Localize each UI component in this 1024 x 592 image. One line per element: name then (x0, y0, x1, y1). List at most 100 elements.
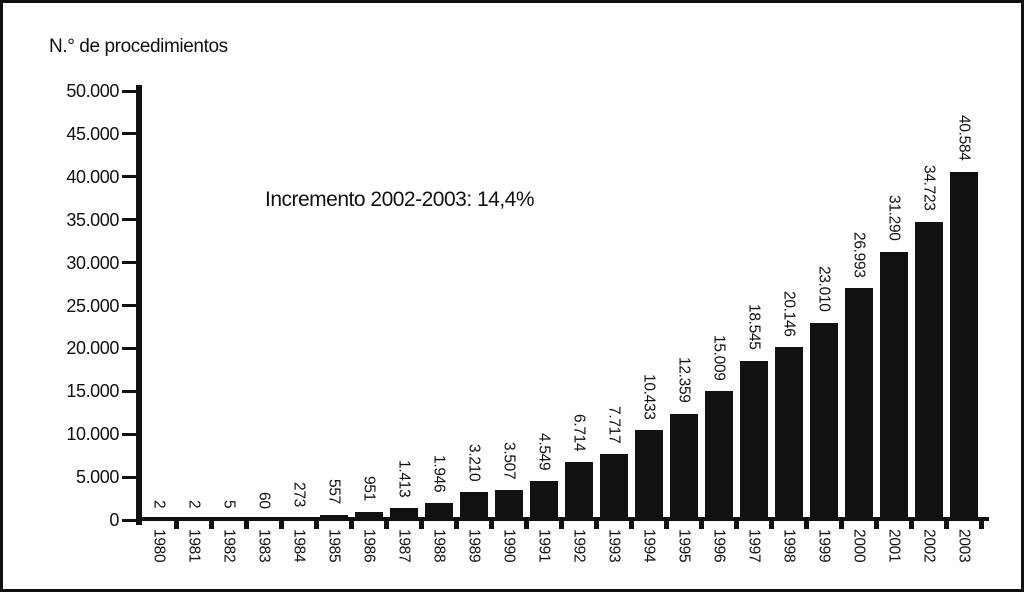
y-tick-5.000 (122, 475, 137, 479)
year-label-2003: 2003 (955, 529, 973, 563)
y-tick-label-0: 0 (109, 510, 119, 530)
year-label-1992: 1992 (570, 529, 588, 563)
y-tick-label-40.000: 40.000 (66, 166, 119, 187)
bar-value-2000: 26.993 (850, 231, 868, 278)
x-tick-1983 (278, 521, 284, 529)
y-tick-label-10.000: 10.000 (66, 424, 119, 445)
x-tick-1989 (488, 521, 494, 529)
x-tick-1995 (698, 521, 704, 529)
y-tick-label-5.000: 5.000 (75, 467, 119, 488)
bar-value-1980: 2 (150, 500, 168, 509)
y-tick-40.000 (122, 175, 137, 179)
bar-1997 (739, 360, 768, 520)
x-tick-1991 (558, 521, 564, 529)
y-tick-label-25.000: 25.000 (66, 295, 119, 316)
bar-value-2001: 31.290 (885, 194, 903, 241)
bar-1981 (179, 519, 208, 520)
bar-1988 (424, 503, 453, 520)
year-label-1995: 1995 (675, 529, 693, 563)
increment-annotation: Incremento 2002-2003: 14,4% (265, 188, 535, 211)
y-tick-25.000 (122, 304, 137, 307)
bar-value-1984: 273 (290, 481, 308, 507)
year-label-1980: 1980 (150, 529, 168, 563)
x-tick-1994 (663, 521, 669, 529)
y-tick-label-45.000: 45.000 (66, 123, 119, 144)
year-label-1988: 1988 (430, 529, 448, 563)
y-tick-45.000 (122, 132, 137, 136)
y-tick-30.000 (122, 261, 137, 265)
x-tick-1993 (628, 521, 634, 529)
bar-value-1993: 7.717 (605, 405, 623, 443)
year-label-1989: 1989 (465, 529, 483, 563)
bar-value-1997: 18.545 (745, 304, 763, 350)
bar-1998 (774, 347, 803, 520)
bar-1996 (704, 391, 733, 520)
y-tick-15.000 (122, 389, 137, 393)
bar-value-1985: 557 (325, 479, 343, 505)
y-tick-label-50.000: 50.000 (66, 81, 119, 101)
year-label-1985: 1985 (325, 529, 343, 563)
y-tick-35.000 (122, 218, 137, 222)
year-label-1997: 1997 (745, 529, 763, 563)
x-tick-1999 (838, 521, 844, 529)
bar-value-1991: 4.549 (535, 432, 553, 470)
bar-1995 (669, 413, 698, 520)
x-tick-1982 (243, 521, 249, 529)
bar-value-2002: 34.723 (920, 165, 938, 212)
year-label-1998: 1998 (780, 529, 798, 563)
year-label-1983: 1983 (255, 529, 273, 563)
x-tick-1988 (453, 521, 459, 529)
year-label-1996: 1996 (710, 529, 728, 563)
x-tick-2003 (978, 521, 984, 529)
bar-1993 (599, 453, 628, 520)
year-label-1991: 1991 (535, 529, 553, 563)
bar-1987 (389, 507, 418, 520)
bar-2000 (844, 288, 873, 520)
y-tick-50.000 (122, 89, 137, 93)
x-tick-1984 (313, 521, 319, 529)
bar-2001 (879, 251, 908, 520)
bar-value-1999: 23.010 (815, 265, 833, 312)
bar-value-1986: 951 (360, 475, 378, 501)
bar-value-1982: 5 (220, 500, 238, 509)
bar-1991 (529, 480, 558, 520)
bar-value-1988: 1.946 (430, 455, 448, 493)
x-tick-1998 (803, 521, 809, 529)
x-tick-2001 (908, 521, 914, 529)
year-label-1993: 1993 (605, 529, 623, 563)
year-label-1984: 1984 (290, 529, 308, 563)
year-label-2000: 2000 (850, 529, 868, 563)
year-label-2001: 2001 (885, 529, 903, 563)
y-tick-label-15.000: 15.000 (66, 381, 119, 402)
year-label-2002: 2002 (920, 529, 938, 563)
bar-1990 (494, 489, 523, 520)
bar-1980 (144, 519, 173, 520)
y-tick-label-20.000: 20.000 (66, 338, 119, 359)
year-label-1982: 1982 (220, 529, 238, 563)
bar-1986 (354, 511, 383, 520)
bar-value-2003: 40.584 (955, 115, 973, 161)
x-tick-2000 (873, 521, 879, 529)
bar-2003 (949, 171, 978, 520)
x-tick-1986 (383, 521, 389, 529)
bar-value-1987: 1.413 (395, 459, 413, 497)
bar-value-1981: 2 (185, 500, 203, 509)
y-tick-0 (122, 518, 137, 522)
x-tick-1990 (523, 521, 529, 529)
bar-1992 (564, 462, 593, 520)
bar-1982 (214, 519, 243, 520)
bar-1994 (634, 430, 663, 520)
bar-1999 (809, 322, 838, 520)
x-axis-line (136, 517, 989, 521)
year-label-1999: 1999 (815, 529, 833, 563)
bar-1985 (319, 515, 348, 520)
x-tick-1981 (208, 521, 214, 529)
bar-value-1994: 10.433 (640, 373, 658, 420)
y-tick-20.000 (122, 346, 137, 350)
bar-1984 (284, 517, 313, 520)
bar-value-1995: 12.359 (675, 357, 693, 403)
year-label-1986: 1986 (360, 529, 378, 563)
year-label-1981: 1981 (185, 529, 203, 563)
bar-1983 (249, 519, 278, 520)
